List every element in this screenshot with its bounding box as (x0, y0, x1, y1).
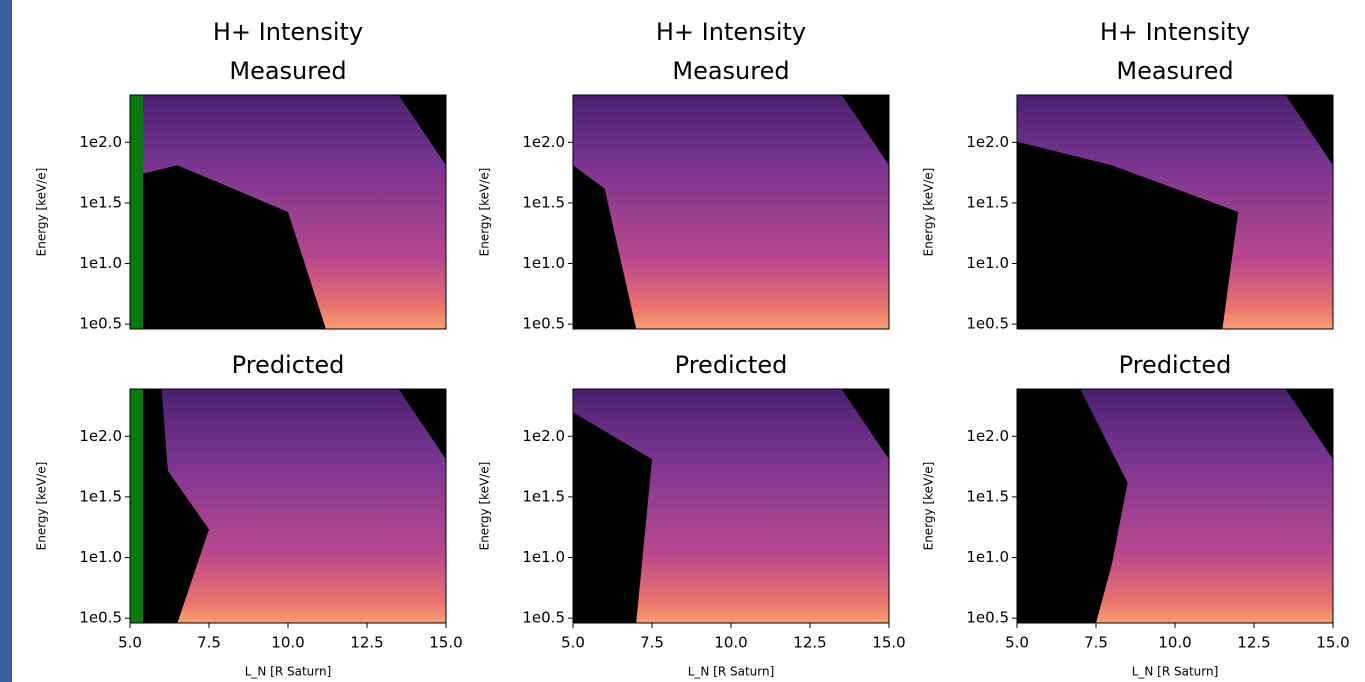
x-tick-label: 7.5 (1084, 634, 1108, 652)
axes-frame (1016, 94, 1334, 330)
y-tick-label: 1e2.0 (79, 133, 122, 151)
x-tick-label: 15.0 (1316, 634, 1349, 652)
y-tick-label: 1e1.0 (966, 548, 1009, 566)
y-tick-label: 1e2.0 (966, 427, 1009, 445)
y-tick-label: 1e0.5 (522, 609, 565, 627)
heatmap-dark-region (130, 389, 209, 623)
x-tick-label: 12.5 (793, 634, 826, 652)
x-tick-label: 15.0 (872, 634, 905, 652)
heatmap-dark-region (841, 389, 889, 460)
heatmap-dark-region (130, 165, 326, 329)
x-axis-label: L_N [R Saturn] (245, 665, 332, 679)
x-tick-label: 12.5 (350, 634, 383, 652)
x-tick-label: 7.5 (640, 634, 664, 652)
y-tick-label: 1e1.0 (79, 548, 122, 566)
x-axis-label: L_N [R Saturn] (688, 665, 775, 679)
heatmap-dark-region (841, 95, 889, 166)
y-axis-label: Energy [keV/e] (922, 462, 936, 551)
y-tick-label: 1e1.5 (966, 487, 1009, 505)
y-tick-label: 1e0.5 (966, 315, 1009, 333)
heatmap-dark-region (398, 95, 446, 166)
panel-subtitle: Measured (1116, 57, 1233, 85)
y-tick-label: 1e1.5 (966, 193, 1009, 211)
y-tick-label: 1e1.0 (79, 254, 122, 272)
heatmap-dark-region (573, 165, 637, 329)
y-tick-label: 1e0.5 (79, 609, 122, 627)
panel-title: H+ Intensity (213, 18, 363, 46)
y-axis-label: Energy [keV/e] (35, 168, 49, 257)
y-tick-label: 1e0.5 (966, 609, 1009, 627)
heatmap-dark-region (573, 412, 652, 623)
y-axis-label: Energy [keV/e] (922, 168, 936, 257)
heatmap-dark-region (1285, 95, 1333, 166)
y-axis-label: Energy [keV/e] (478, 168, 492, 257)
heatmap-dark-region (398, 389, 446, 460)
y-tick-label: 1e2.0 (522, 133, 565, 151)
panel-subtitle: Measured (672, 57, 789, 85)
panel-title: Predicted (675, 351, 788, 379)
green-stripe (130, 389, 143, 623)
axes-frame (572, 94, 890, 330)
y-tick-label: 1e1.5 (522, 193, 565, 211)
x-tick-label: 10.0 (714, 634, 747, 652)
x-tick-label: 5.0 (118, 634, 142, 652)
y-axis-label: Energy [keV/e] (35, 462, 49, 551)
y-tick-label: 1e2.0 (522, 427, 565, 445)
x-tick-label: 15.0 (429, 634, 462, 652)
y-tick-label: 1e0.5 (522, 315, 565, 333)
y-tick-label: 1e0.5 (79, 315, 122, 333)
y-tick-label: 1e1.5 (79, 193, 122, 211)
y-tick-label: 1e1.0 (522, 548, 565, 566)
x-tick-label: 10.0 (1158, 634, 1191, 652)
y-tick-label: 1e1.5 (79, 487, 122, 505)
panel-subtitle: Measured (229, 57, 346, 85)
heatmap-dark-region (1017, 141, 1239, 329)
panel-title: Predicted (1119, 351, 1232, 379)
x-tick-label: 10.0 (271, 634, 304, 652)
panel-title: H+ Intensity (656, 18, 806, 46)
side-strip (0, 0, 12, 682)
y-axis-label: Energy [keV/e] (478, 462, 492, 551)
heatmap-dark-region (1285, 389, 1333, 460)
heatmap-dark-region (1017, 389, 1128, 623)
x-tick-label: 5.0 (561, 634, 585, 652)
y-tick-label: 1e1.5 (522, 487, 565, 505)
green-stripe (130, 95, 143, 329)
y-tick-label: 1e2.0 (79, 427, 122, 445)
y-tick-label: 1e1.0 (966, 254, 1009, 272)
x-axis-label: L_N [R Saturn] (1132, 665, 1219, 679)
y-tick-label: 1e1.0 (522, 254, 565, 272)
x-tick-label: 5.0 (1005, 634, 1029, 652)
axes-frame (129, 94, 447, 330)
panel-title: Predicted (232, 351, 345, 379)
panel-title: H+ Intensity (1100, 18, 1250, 46)
y-tick-label: 1e2.0 (966, 133, 1009, 151)
x-tick-label: 7.5 (197, 634, 221, 652)
x-tick-label: 12.5 (1237, 634, 1270, 652)
